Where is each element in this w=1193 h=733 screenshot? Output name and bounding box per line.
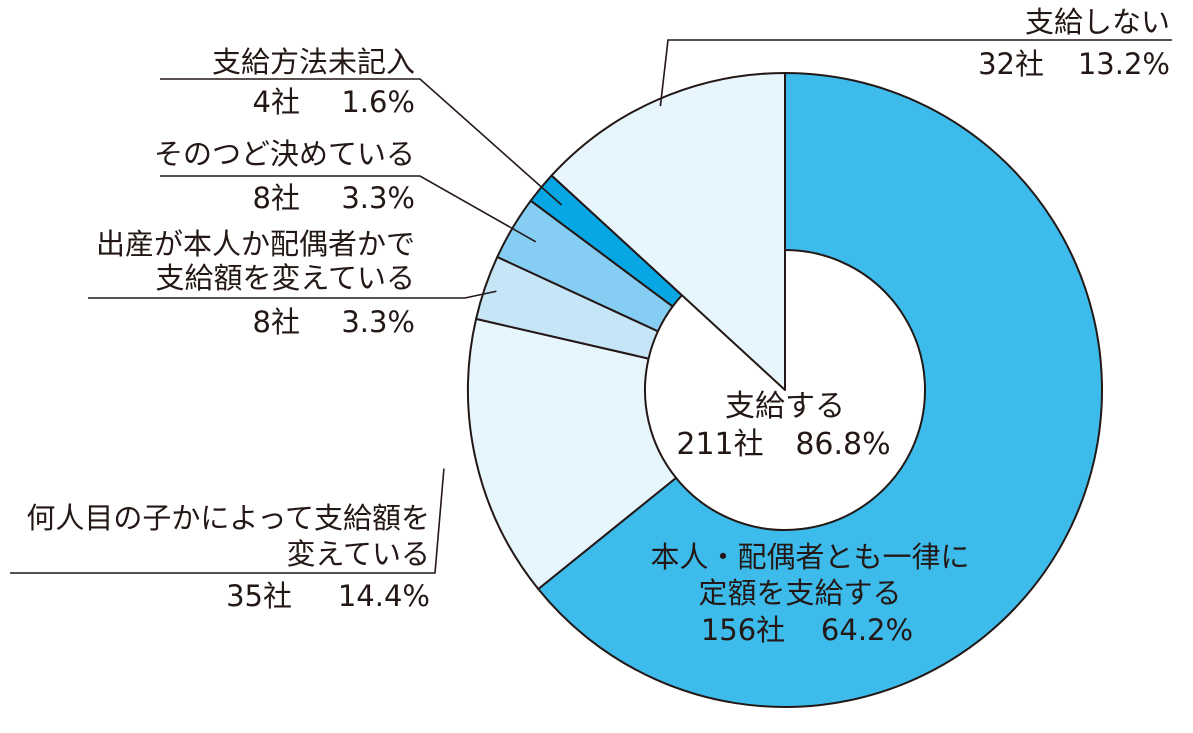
slice-label-percent: 14.4% <box>338 579 430 613</box>
slice-label-name-line1: 出産が本人か配偶者かで <box>96 227 415 261</box>
slice-label-name-line2: 変えている <box>286 537 430 571</box>
slice-label-count: 32社 <box>978 47 1044 81</box>
leader-line <box>160 175 537 243</box>
pie-slice <box>537 72 1103 708</box>
leader-lines <box>10 39 1172 574</box>
leader-line <box>659 39 1172 107</box>
leader-line <box>10 468 445 574</box>
slice-label-count: 156社 <box>701 613 785 647</box>
slice-label-percent: 1.6% <box>341 85 415 119</box>
slice-label-name-line2: 定額を支給する <box>698 576 901 610</box>
pie-slice <box>550 72 786 391</box>
slice-label-name-line2: 支給額を変えている <box>155 261 415 295</box>
center-label-count: 211社 <box>676 427 763 462</box>
slice-label-percent: 13.2% <box>1078 47 1170 81</box>
slice-label-name-line1: 支給方法未記入 <box>212 45 415 79</box>
slice-label-name-line1: そのつど決めている <box>154 137 415 171</box>
slice-label-percent: 64.2% <box>821 613 913 647</box>
leader-line <box>160 78 563 206</box>
center-label-name: 支給する <box>725 389 845 424</box>
slices-layer <box>467 72 1103 708</box>
slice-label-count: 4社 <box>253 85 300 119</box>
slice-label-name-line1: 本人・配偶者とも一律に <box>650 540 969 574</box>
slice-label-count: 8社 <box>253 181 300 215</box>
slice-label-count: 35社 <box>226 579 292 613</box>
slice-label-percent: 3.3% <box>341 181 415 215</box>
pie-slice <box>467 317 678 591</box>
leader-line <box>88 290 497 299</box>
center-label-percent: 86.8% <box>795 427 890 462</box>
slice-label-name-line1: 何人目の子かによって支給額を <box>26 501 430 535</box>
slice-label-percent: 3.3% <box>341 305 415 339</box>
slice-label-name-line1: 支給しない <box>1025 5 1170 39</box>
slice-label-count: 8社 <box>253 305 300 339</box>
